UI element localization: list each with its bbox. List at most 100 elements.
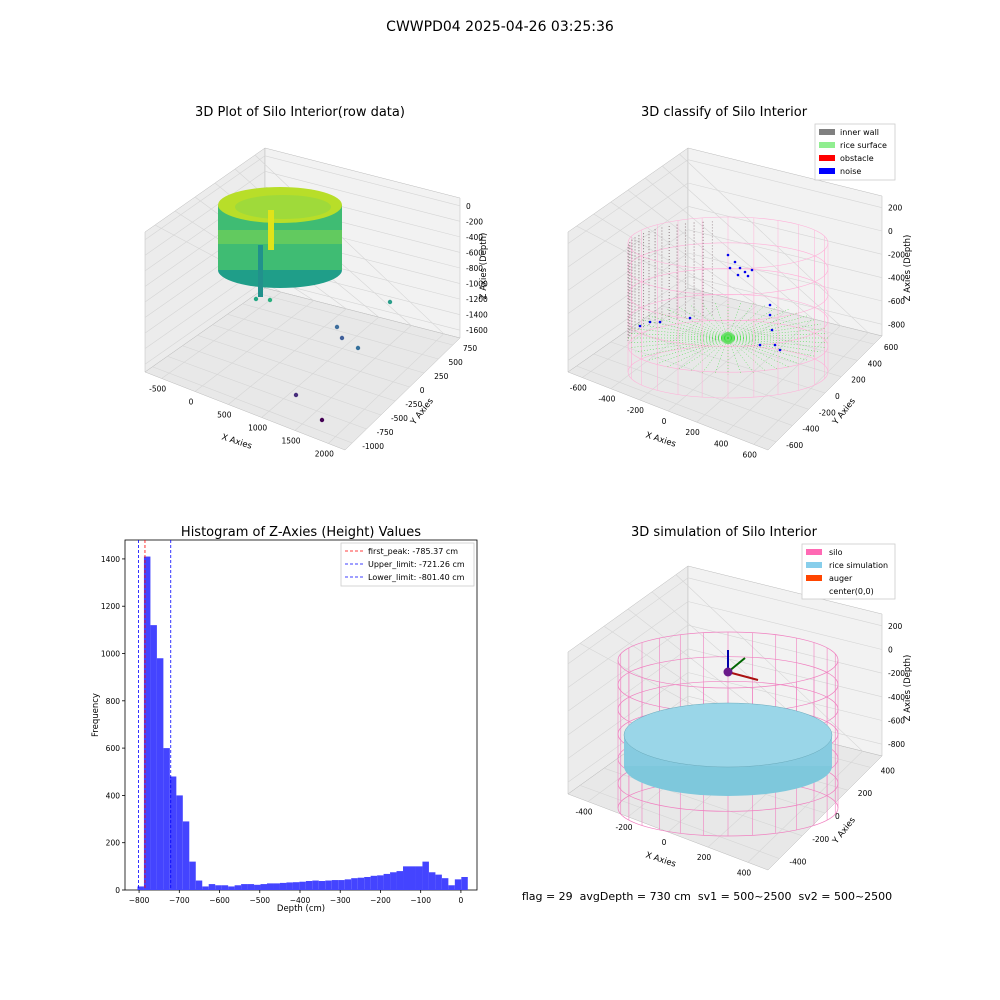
histogram-bar (441, 878, 449, 890)
histogram-bar (150, 625, 157, 890)
classify-noise-point (746, 274, 750, 278)
simulation-legend-swatch (806, 575, 822, 581)
histogram-bar (273, 883, 280, 890)
raw-outlier-point (339, 335, 345, 341)
classify-legend-swatch (819, 168, 835, 174)
simulation-x-arrow (727, 671, 759, 681)
raw-3d-x-tick: 500 (217, 411, 232, 420)
raw-3d-y-tick: -750 (377, 428, 394, 437)
raw-3d-y-tick: 0 (420, 386, 425, 395)
classify-rice-surface (677, 306, 729, 339)
simulation-3d-y-tick: 200 (858, 789, 873, 798)
raw-3d-z-tick: -200 (466, 217, 483, 226)
classify-rice-surface (657, 337, 729, 364)
raw-spike (268, 210, 274, 250)
histogram-bar (454, 879, 462, 890)
raw-outlier-point (334, 324, 340, 330)
status-line: flag = 29 avgDepth = 730 cm sv1 = 500~25… (522, 890, 892, 903)
classify-noise-point (738, 266, 742, 270)
raw-3d-x-tick: 0 (189, 398, 194, 407)
simulation-3d-y-tick: 400 (881, 766, 896, 775)
raw-3d-z-tick: -1600 (466, 326, 488, 335)
classify-rice-surface (727, 323, 821, 339)
classify-3d-y-tick: -400 (802, 425, 819, 434)
simulation-3d-y-tick: -400 (789, 858, 806, 867)
classify-rice-surface (727, 306, 779, 339)
raw-outlier-point (293, 392, 299, 398)
classify-rice-surface (701, 337, 729, 374)
classify-rice-surface (727, 308, 789, 339)
classify-legend-swatch (819, 155, 835, 161)
simulation-3d-z-tick: 0 (888, 646, 893, 655)
classify-3d-plot: 3D classify of Silo Interior -600-400-20… (567, 105, 913, 459)
classify-3d-x-tick: 600 (743, 450, 758, 459)
classify-legend-label: noise (840, 167, 861, 176)
classify-3d-x-tick: 200 (685, 428, 700, 437)
histogram-bar (137, 886, 144, 890)
classify-rice-surface (727, 302, 755, 339)
histogram-bar (156, 658, 164, 890)
classify-rice-surface (631, 337, 729, 348)
histogram-bar (208, 884, 216, 890)
classify-3d-z-tick: 0 (888, 227, 893, 236)
classify-noise-point (726, 253, 730, 257)
classify-noise-point (758, 343, 762, 347)
classify-noise-point (750, 268, 754, 272)
histogram-bar (182, 821, 190, 890)
simulation-3d-x-tick: 200 (697, 853, 712, 862)
raw-3d-y-tick: 250 (434, 372, 449, 381)
simulation-legend-label: auger (829, 574, 853, 583)
classify-rice-surface (689, 304, 729, 339)
histogram-legend-frame (340, 542, 475, 587)
histogram-bar (325, 880, 332, 890)
classify-3d-y-tick: -200 (819, 408, 836, 417)
classify-rice-surface (727, 337, 755, 374)
raw-3d-z-tick: 0 (466, 202, 471, 211)
histogram-legend-label: Upper_limit: -721.26 cm (368, 560, 465, 569)
classify-3d-y-tick: 200 (851, 376, 866, 385)
classify-noise-point (770, 328, 774, 332)
classify-noise-point (768, 313, 772, 317)
raw-3d-x-tick: -500 (149, 385, 166, 394)
histogram-y-tick: 0 (115, 886, 120, 895)
classify-3d-x-tick: -600 (570, 384, 587, 393)
simulation-legend-label: center(0,0) (829, 587, 874, 596)
histogram-bar (318, 881, 326, 890)
histogram-xlabel: Depth (cm) (277, 904, 325, 914)
simulation-3d-y-tick: 0 (835, 812, 840, 821)
raw-3d-xlabel: X Axies (220, 432, 253, 451)
simulation-legend-swatch (806, 588, 822, 594)
raw-3d-z-tick: -600 (466, 248, 483, 257)
histogram-bar (163, 748, 170, 890)
classify-3d-z-tick: -200 (888, 250, 905, 259)
histogram-bar (189, 861, 196, 890)
raw-outlier-point (253, 296, 259, 302)
histogram-y-tick: 600 (106, 744, 121, 753)
histogram-bar (169, 776, 177, 890)
classify-3d-y-tick: -600 (786, 441, 803, 450)
histogram-y-tick: 1400 (101, 555, 120, 564)
histogram-bar (364, 876, 371, 890)
raw-outlier-point (355, 345, 361, 351)
simulation-auger-center (723, 667, 733, 677)
histogram-bar (383, 873, 391, 890)
classify-rice-surface (727, 301, 742, 339)
histogram-bar (234, 885, 242, 890)
histogram-bar (461, 876, 468, 890)
classify-rice-surface (727, 337, 821, 353)
classify-legend-label: inner wall (840, 128, 879, 137)
classify-rice-surface (727, 337, 789, 368)
histogram-bar (409, 866, 416, 890)
raw-3d-y-tick: 500 (448, 358, 463, 367)
classify-3d-zlabel: Z Axies (Depth) (903, 235, 913, 302)
histogram-y-tick: 1200 (101, 602, 120, 611)
raw-outlier-point (319, 417, 325, 423)
histogram-bar (279, 882, 287, 890)
histogram-x-tick: 0 (459, 896, 464, 905)
histogram-legend-label: first_peak: -785.37 cm (368, 547, 458, 556)
classify-3d-x-tick: 400 (714, 439, 729, 448)
simulation-3d-z-tick: -400 (888, 693, 905, 702)
classify-rice-surface (701, 302, 729, 339)
histogram-bar (247, 884, 255, 890)
classify-3d-z-tick: -600 (888, 297, 905, 306)
